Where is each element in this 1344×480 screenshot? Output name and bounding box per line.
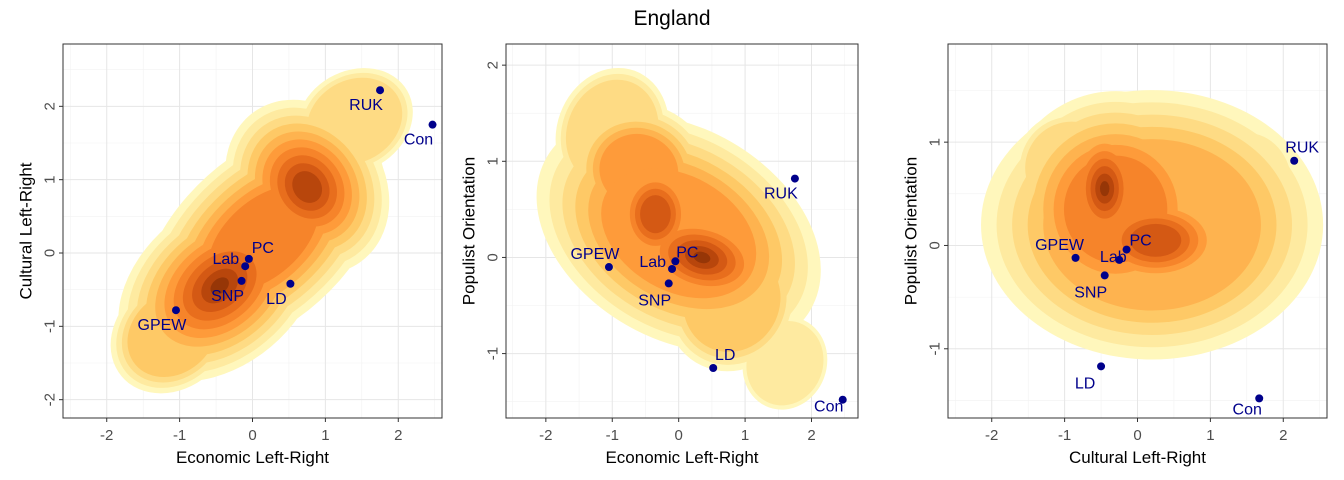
x-tick-label: 0 <box>675 427 683 444</box>
y-axis-title: Cultural Left-Right <box>17 162 36 299</box>
x-tick-label: 0 <box>248 427 256 444</box>
point-ruk <box>790 174 799 183</box>
point-label-lab: Lab <box>1100 249 1127 266</box>
y-axis-title: Populist Orientation <box>902 157 921 305</box>
party-points: RUK GPEW PC Lab SNP LD Con <box>570 174 847 416</box>
y-tick-label: 1 <box>485 157 502 165</box>
point-label-ruk: RUK <box>349 97 383 114</box>
y-tick-label: 1 <box>927 138 944 146</box>
point-ruk <box>376 86 385 95</box>
density-contours <box>536 67 828 410</box>
point-label-ruk: RUK <box>764 186 798 203</box>
x-tick-label: 2 <box>807 427 815 444</box>
point-lab <box>668 264 677 273</box>
point-label-con: Con <box>814 399 843 416</box>
density-level-9 <box>1130 223 1182 257</box>
x-tick-label: -2 <box>100 427 113 444</box>
point-label-pc: PC <box>1129 233 1151 250</box>
point-label-gpew: GPEW <box>1035 237 1085 254</box>
party-points: RUK Con PC Lab SNP LD GPEW <box>138 86 437 334</box>
x-tick-label: 1 <box>1206 427 1214 444</box>
x-tick-label: -2 <box>539 427 552 444</box>
point-label-ld: LD <box>715 347 735 364</box>
point-label-pc: PC <box>676 244 698 261</box>
point-snp <box>237 276 246 285</box>
density-contours <box>110 68 413 394</box>
y-tick-label: 0 <box>927 241 944 249</box>
y-tick-label: 0 <box>42 249 59 257</box>
point-label-snp: SNP <box>638 292 671 309</box>
point-gpew <box>1071 253 1080 262</box>
point-lab <box>241 262 250 271</box>
x-tick-label: -2 <box>985 427 998 444</box>
point-ruk <box>1290 156 1299 165</box>
y-tick-label: -2 <box>42 393 59 406</box>
y-tick-label: -1 <box>485 347 502 360</box>
y-tick-label: 2 <box>42 102 59 110</box>
panel-economic-vs-cultural: -2 -1 0 1 2 -2 -1 0 1 2 Economic Left-Right Cultura… <box>17 43 443 467</box>
point-label-snp: SNP <box>211 288 244 305</box>
x-axis-title: Economic Left-Right <box>176 448 329 467</box>
point-label-ld: LD <box>1075 375 1095 392</box>
y-tick-label: 2 <box>485 61 502 69</box>
x-tick-label: 1 <box>321 427 329 444</box>
x-axis-title: Cultural Left-Right <box>1069 448 1206 467</box>
point-ld <box>1097 362 1106 371</box>
panel-border <box>505 43 859 419</box>
x-tick-label: 0 <box>1133 427 1141 444</box>
density-level-11 <box>210 277 229 295</box>
point-gpew <box>604 263 613 272</box>
x-tick-label: -1 <box>1058 427 1071 444</box>
y-tick-label: 0 <box>485 253 502 261</box>
point-pc <box>244 254 253 263</box>
x-tick-label: 1 <box>741 427 749 444</box>
point-label-ld: LD <box>266 291 286 308</box>
figure-title: England <box>633 7 710 30</box>
point-label-lab: Lab <box>639 254 666 271</box>
panel-economic-vs-populist: -2 -1 0 1 2 -1 0 1 2 Economic Left-Right Populist … <box>460 43 859 467</box>
point-label-con: Con <box>1233 401 1262 418</box>
point-label-snp: SNP <box>1074 284 1107 301</box>
point-lab <box>1115 255 1124 264</box>
density-level-11 <box>693 251 711 264</box>
y-tick-label: -1 <box>927 342 944 355</box>
point-con <box>428 120 437 129</box>
x-axis-title: Economic Left-Right <box>605 448 758 467</box>
y-tick-label: 1 <box>42 175 59 183</box>
y-axis-title: Populist Orientation <box>460 157 479 305</box>
point-con <box>1255 394 1264 403</box>
point-gpew <box>171 306 180 315</box>
point-label-ruk: RUK <box>1285 140 1319 157</box>
point-snp <box>664 279 673 288</box>
density-level-9 <box>640 195 671 234</box>
x-tick-label: 2 <box>1279 427 1287 444</box>
point-pc <box>671 257 680 266</box>
point-ld <box>709 364 718 373</box>
x-tick-label: -1 <box>606 427 619 444</box>
density-level-10 <box>292 171 323 203</box>
x-tick-label: 2 <box>394 427 402 444</box>
x-tick-label: -1 <box>173 427 186 444</box>
point-ld <box>286 279 295 288</box>
point-pc <box>1122 245 1131 254</box>
point-label-con: Con <box>404 132 433 149</box>
density-contours <box>981 90 1324 360</box>
point-label-lab: Lab <box>213 251 240 268</box>
point-label-pc: PC <box>252 240 274 257</box>
point-label-gpew: GPEW <box>570 246 620 263</box>
point-label-gpew: GPEW <box>138 317 188 334</box>
point-snp <box>1100 271 1109 280</box>
density-level-11 <box>1099 181 1110 197</box>
point-con <box>838 395 847 404</box>
y-tick-label: -1 <box>42 320 59 333</box>
